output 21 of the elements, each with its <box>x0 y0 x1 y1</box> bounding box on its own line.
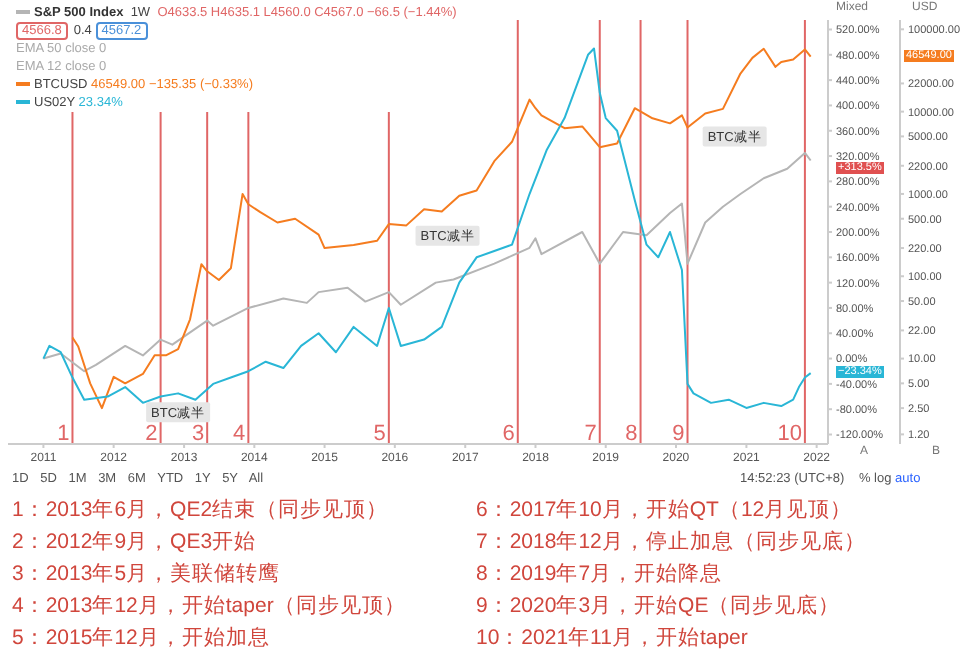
ref-line-label: 9 <box>672 422 685 446</box>
text: 2：2012年9月，QE3开始 <box>12 528 259 558</box>
text: 5：2015年12月，开始加息 <box>12 624 272 654</box>
ref-line-label: 1 <box>57 422 70 446</box>
text: 10：2021年11月，开始taper <box>476 624 750 654</box>
text: 1：2013年6月，QE2结束（同步见顶） <box>12 496 391 526</box>
text: 3：2013年5月，美联储转鹰 <box>12 560 283 590</box>
ref-line-label: 10 <box>777 422 802 446</box>
ref-line-label: 8 <box>625 422 638 446</box>
text: 4：2013年12月，开始taper（同步见顶） <box>12 592 408 622</box>
text: 6：2017年10月，开始QT（12月见顶） <box>476 496 855 526</box>
text: 7：2018年12月，停止加息（同步见底） <box>476 528 868 558</box>
ref-line-label: 7 <box>584 422 597 446</box>
line-series <box>42 151 812 373</box>
ref-line-label: 2 <box>145 422 158 446</box>
ref-line-label: 5 <box>373 422 386 446</box>
text: 8：2019年7月，开始降息 <box>476 560 725 590</box>
text: 9：2020年3月，开始QE（同步见底） <box>476 592 843 622</box>
ref-line-label: 6 <box>502 422 515 446</box>
ref-line-label: 3 <box>191 422 205 446</box>
ref-line-label: 4 <box>233 422 246 446</box>
